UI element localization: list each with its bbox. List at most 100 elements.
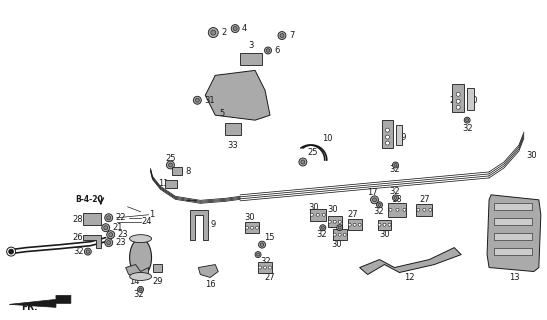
Text: 14: 14 (129, 277, 139, 286)
Text: 17: 17 (368, 188, 378, 197)
Circle shape (84, 248, 91, 255)
Bar (310, 209, 326, 221)
Text: 23: 23 (115, 238, 126, 247)
Circle shape (299, 158, 307, 166)
Circle shape (168, 163, 172, 167)
Text: 18: 18 (392, 195, 402, 204)
Bar (245, 222, 259, 233)
Text: B-4-20: B-4-20 (75, 195, 103, 204)
Circle shape (257, 253, 260, 256)
Circle shape (465, 119, 469, 122)
Circle shape (388, 223, 391, 226)
Text: 32: 32 (462, 124, 473, 132)
Text: 12: 12 (404, 273, 415, 282)
Circle shape (255, 226, 259, 229)
Circle shape (333, 220, 336, 223)
Text: 27: 27 (420, 195, 430, 204)
Polygon shape (126, 265, 149, 277)
Circle shape (423, 208, 426, 211)
Circle shape (383, 223, 386, 226)
Circle shape (378, 223, 381, 226)
Circle shape (107, 231, 115, 239)
Bar (328, 216, 342, 227)
Text: 29: 29 (449, 96, 459, 105)
Circle shape (338, 226, 341, 229)
Circle shape (269, 266, 271, 269)
Text: 32: 32 (260, 257, 271, 266)
Circle shape (328, 220, 331, 223)
Text: 30: 30 (526, 150, 537, 160)
Text: 22: 22 (115, 213, 126, 222)
Text: 15: 15 (264, 233, 275, 242)
Ellipse shape (130, 273, 152, 280)
Polygon shape (487, 195, 541, 271)
Text: 5: 5 (219, 109, 224, 118)
Text: 11: 11 (159, 180, 169, 188)
Ellipse shape (130, 235, 152, 243)
Circle shape (338, 220, 341, 223)
Text: 33: 33 (227, 140, 238, 149)
Bar (381, 120, 393, 148)
Circle shape (316, 213, 319, 216)
Text: FR.: FR. (21, 303, 38, 312)
Circle shape (394, 196, 397, 199)
Bar (494, 203, 532, 210)
Circle shape (266, 49, 270, 52)
Text: 3: 3 (248, 41, 253, 50)
Bar (388, 203, 406, 217)
Circle shape (264, 266, 266, 269)
Text: 32: 32 (389, 165, 400, 174)
Circle shape (255, 252, 261, 258)
Polygon shape (199, 265, 218, 277)
Text: 1: 1 (149, 210, 155, 219)
Text: 32: 32 (133, 290, 144, 299)
Circle shape (358, 223, 361, 226)
Bar (397, 125, 403, 145)
Circle shape (193, 96, 201, 104)
Text: 25: 25 (308, 148, 318, 156)
Circle shape (456, 99, 460, 103)
Bar (240, 53, 262, 65)
Circle shape (231, 25, 239, 33)
Polygon shape (190, 210, 208, 240)
Circle shape (208, 28, 218, 37)
Circle shape (265, 47, 271, 54)
Circle shape (301, 160, 305, 164)
Text: 32: 32 (389, 188, 400, 196)
Text: 9: 9 (210, 220, 216, 229)
Circle shape (333, 233, 336, 236)
Text: 31: 31 (204, 96, 215, 105)
Circle shape (396, 208, 399, 211)
Text: 2: 2 (221, 28, 226, 37)
Circle shape (376, 202, 382, 208)
Text: 19: 19 (397, 132, 407, 141)
Circle shape (322, 213, 325, 216)
Circle shape (378, 203, 381, 206)
Circle shape (259, 266, 261, 269)
Circle shape (403, 208, 406, 211)
Circle shape (353, 223, 356, 226)
Bar (348, 219, 362, 230)
Text: 30: 30 (331, 240, 342, 249)
Text: 24: 24 (142, 217, 152, 226)
Circle shape (373, 198, 376, 202)
Text: 20: 20 (467, 96, 478, 105)
Text: 25: 25 (166, 154, 176, 163)
Bar (452, 84, 464, 112)
Circle shape (246, 226, 248, 229)
Circle shape (337, 225, 343, 231)
Circle shape (104, 239, 113, 247)
Bar (172, 167, 182, 175)
Bar (494, 218, 532, 225)
Circle shape (104, 214, 113, 222)
Circle shape (348, 223, 351, 226)
Circle shape (389, 208, 392, 211)
Circle shape (456, 92, 460, 96)
Text: 32: 32 (374, 207, 384, 216)
Polygon shape (83, 235, 101, 248)
Text: 32: 32 (333, 230, 344, 239)
Text: 30: 30 (328, 205, 339, 214)
Circle shape (464, 117, 470, 123)
Circle shape (386, 141, 389, 145)
Circle shape (343, 233, 346, 236)
